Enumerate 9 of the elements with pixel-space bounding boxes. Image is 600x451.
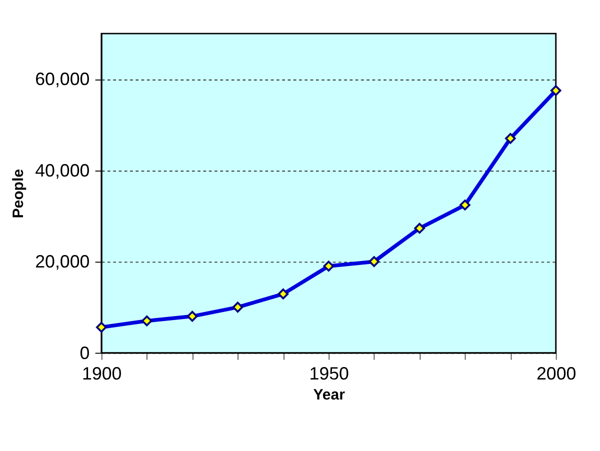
x-tick-label: 2000 [536,364,576,384]
x-tick-label: 1900 [82,364,122,384]
x-axis-title: Year [313,386,346,404]
y-tick-label: 0 [80,342,90,363]
y-tick-label: 60,000 [35,69,90,90]
x-tick-label: 1950 [309,364,350,384]
y-tick-label: 40,000 [35,160,90,180]
y-axis-title: People [10,169,27,218]
y-tick-label: 20,000 [35,252,90,272]
